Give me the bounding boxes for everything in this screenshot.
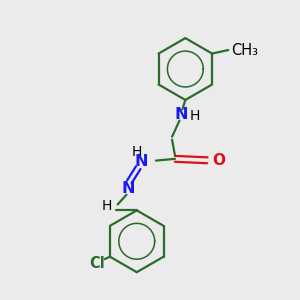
- Text: N: N: [121, 181, 135, 196]
- Text: N: N: [174, 107, 188, 122]
- Text: N: N: [134, 154, 148, 169]
- Text: H: H: [132, 146, 142, 159]
- Text: Cl: Cl: [89, 256, 105, 271]
- Text: CH₃: CH₃: [231, 43, 258, 58]
- Text: O: O: [212, 153, 225, 168]
- Text: H: H: [190, 109, 200, 123]
- Text: H: H: [101, 199, 112, 213]
